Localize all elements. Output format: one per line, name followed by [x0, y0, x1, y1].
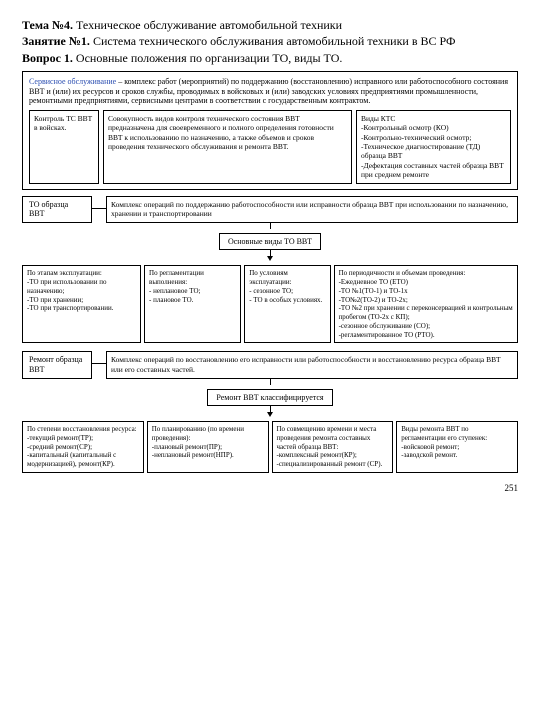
arrow-down-icon: [267, 412, 273, 417]
to-row: ТО образца ВВТ Комплекс операций по подд…: [22, 196, 518, 223]
definition-box: Сервисное обслуживание – комплекс работ …: [22, 71, 518, 189]
rem-col-combined: По совмещению времени и места проведения…: [272, 421, 394, 473]
page-number: 251: [22, 483, 518, 494]
box-remont-def: Комплекс операций по восстановлению его …: [106, 351, 518, 378]
to-col-periodicity: По периодичности и объемам проведения: -…: [334, 265, 518, 343]
arrow-down-icon: [267, 256, 273, 261]
box-kts-types: Виды КТС -Контрольный осмотр (КО) -Контр…: [356, 110, 511, 184]
connector: [92, 363, 106, 378]
remont-row: Ремонт образца ВВТ Комплекс операций по …: [22, 351, 518, 378]
kts-row: Контроль ТС ВВТ в войсках. Совокупность …: [29, 110, 511, 184]
rem-col-vidy: Виды ремонта ВВТ по регламентации его ст…: [396, 421, 518, 473]
heading-tema: Тема №4. Техническое обслуживание автомо…: [22, 18, 518, 32]
box-kontrol: Контроль ТС ВВТ в войсках.: [29, 110, 99, 184]
remont-class-title: Ремонт ВВТ классифицируется: [207, 389, 332, 407]
label-remont: Ремонт образца ВВТ: [22, 351, 92, 378]
to-col-stages: По этапам эксплуатации: -ТО при использо…: [22, 265, 141, 343]
heading-zanyatie: Занятие №1. Система технического обслужи…: [22, 34, 518, 48]
rem-col-resource: По степени восстановления ресурса: -теку…: [22, 421, 144, 473]
to-col-conditions: По условиям эксплуатации: - сезонное ТО;…: [244, 265, 330, 343]
remont-grid: По степени восстановления ресурса: -теку…: [22, 421, 518, 473]
box-to-def: Комплекс операций по поддержанию работос…: [106, 196, 518, 223]
to-col-reglament: По регламентации выполнения: - непланово…: [144, 265, 241, 343]
connector-v: [270, 223, 271, 229]
connector-v: [270, 379, 271, 385]
rem-col-planning: По планированию (по времени проведения):…: [147, 421, 269, 473]
to-types-grid: По этапам эксплуатации: -ТО при использо…: [22, 265, 518, 343]
label-to: ТО образца ВВТ: [22, 196, 92, 223]
to-types-title: Основные виды ТО ВВТ: [219, 233, 321, 251]
term: Сервисное обслуживание: [29, 77, 116, 86]
connector: [92, 208, 106, 223]
heading-vopros: Вопрос 1. Основные положения по организа…: [22, 51, 518, 65]
box-kts-def: Совокупность видов контроля технического…: [103, 110, 352, 184]
